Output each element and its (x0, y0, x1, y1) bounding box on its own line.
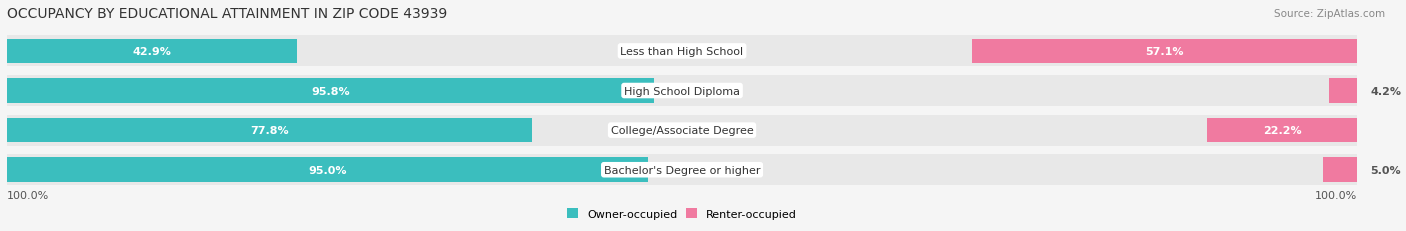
Bar (7, 118, 533, 143)
Text: 22.2%: 22.2% (1263, 126, 1302, 136)
Bar (7, 76, 1357, 106)
Bar (1323, 158, 1357, 182)
Bar (972, 40, 1357, 64)
Text: OCCUPANCY BY EDUCATIONAL ATTAINMENT IN ZIP CODE 43939: OCCUPANCY BY EDUCATIONAL ATTAINMENT IN Z… (7, 7, 447, 21)
Bar (7, 40, 297, 64)
Text: 77.8%: 77.8% (250, 126, 288, 136)
Bar (7, 158, 648, 182)
Bar (1329, 79, 1357, 103)
Text: Less than High School: Less than High School (620, 47, 744, 57)
Text: 4.2%: 4.2% (1371, 86, 1402, 96)
Bar (7, 155, 1357, 185)
Text: 5.0%: 5.0% (1371, 165, 1402, 175)
Text: Bachelor's Degree or higher: Bachelor's Degree or higher (603, 165, 761, 175)
Text: 57.1%: 57.1% (1144, 47, 1184, 57)
Bar (7, 79, 654, 103)
Text: Source: ZipAtlas.com: Source: ZipAtlas.com (1274, 9, 1385, 19)
Bar (7, 115, 1357, 146)
Text: High School Diploma: High School Diploma (624, 86, 740, 96)
Text: 95.0%: 95.0% (308, 165, 347, 175)
Text: College/Associate Degree: College/Associate Degree (610, 126, 754, 136)
Text: 95.8%: 95.8% (311, 86, 350, 96)
Text: 100.0%: 100.0% (1315, 191, 1357, 201)
Text: 100.0%: 100.0% (7, 191, 49, 201)
Text: 42.9%: 42.9% (132, 47, 172, 57)
Legend: Owner-occupied, Renter-occupied: Owner-occupied, Renter-occupied (562, 204, 801, 223)
Bar (1208, 118, 1357, 143)
Bar (7, 36, 1357, 67)
